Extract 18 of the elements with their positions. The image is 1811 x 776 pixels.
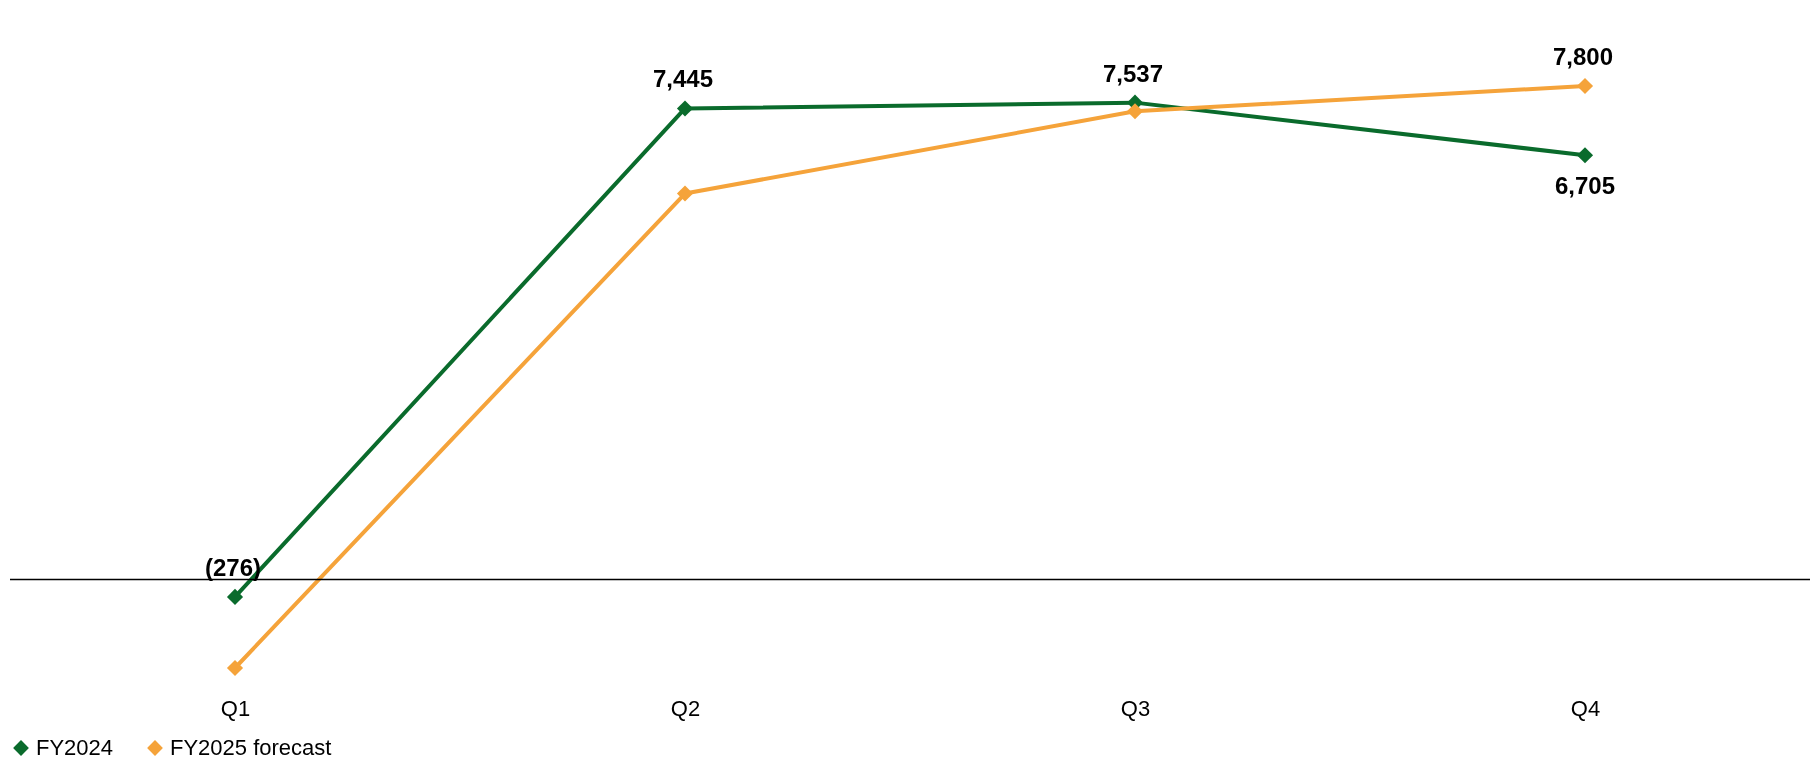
legend-label: FY2025 forecast bbox=[170, 735, 332, 760]
data-label: (276) bbox=[204, 553, 262, 581]
x-tick-label: Q4 bbox=[1570, 695, 1601, 721]
x-tick-label: Q2 bbox=[670, 695, 701, 721]
point bbox=[1576, 147, 1594, 164]
data-label: 7,445 bbox=[652, 65, 714, 93]
point bbox=[1126, 103, 1144, 120]
point bbox=[226, 659, 244, 677]
point bbox=[226, 588, 244, 605]
point bbox=[1576, 77, 1594, 95]
data-label: 7,537 bbox=[1102, 59, 1164, 87]
data-label: 6,705 bbox=[1554, 172, 1616, 200]
data-label: 7,800 bbox=[1552, 43, 1614, 70]
point bbox=[676, 100, 694, 117]
point bbox=[676, 185, 694, 202]
x-tick-label: Q3 bbox=[1120, 695, 1151, 721]
legend-label: FY2024 bbox=[36, 735, 114, 760]
x-tick-label: Q1 bbox=[220, 695, 251, 721]
